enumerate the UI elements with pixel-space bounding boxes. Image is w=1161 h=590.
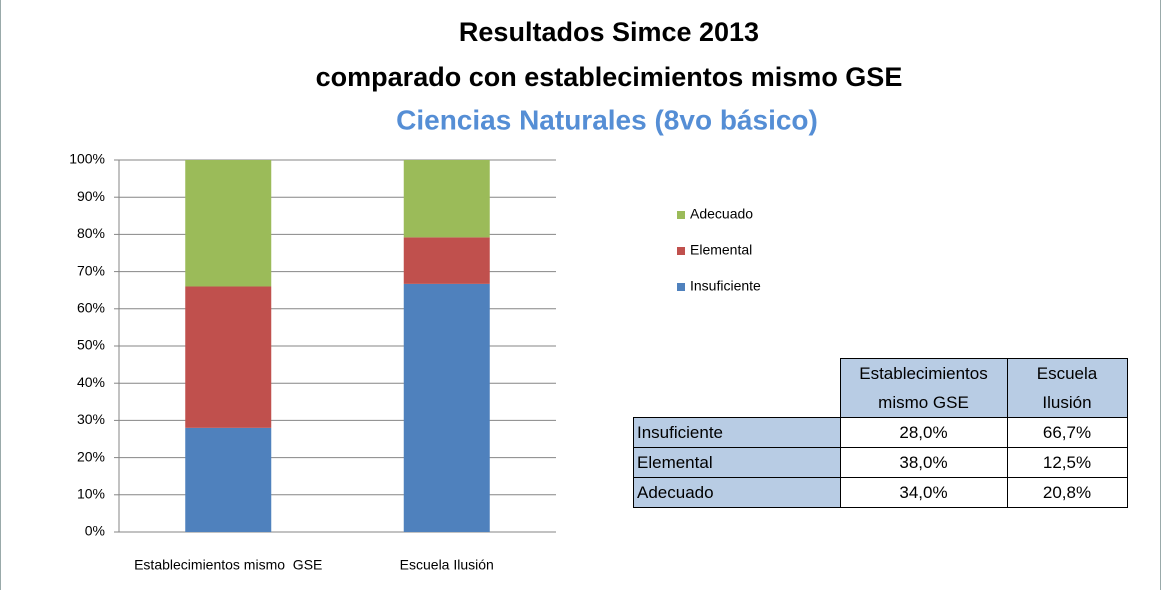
y-tick-label: 10% (77, 486, 105, 502)
legend-label: Elemental (690, 242, 752, 258)
table-header: Establecimientos mismo GSE Escuela Ilusió… (634, 358, 1128, 418)
y-tick-label: 60% (77, 300, 105, 316)
x-tick-label: Establecimientos mismo GSE (134, 557, 322, 573)
chart-title: comparado con establecimientos mismo GSE (316, 62, 903, 92)
row-label: Insuficiente (633, 417, 841, 448)
legend-swatch (677, 247, 685, 255)
bar-segment (185, 160, 272, 287)
table-cell: 12,5% (1006, 447, 1128, 478)
legend-label: Adecuado (690, 206, 753, 222)
row-label: Adecuado (633, 477, 841, 508)
y-tick-label: 80% (77, 225, 105, 241)
x-tick-label: Escuela Ilusión (400, 557, 494, 573)
y-tick-label: 90% (77, 188, 105, 204)
bar-segment (403, 237, 490, 284)
table-row: Elemental 38,0% 12,5% (633, 447, 1128, 478)
y-tick-label: 30% (77, 411, 105, 427)
legend-swatch (677, 211, 685, 219)
table-cell: 28,0% (839, 417, 1008, 448)
legend-label: Insuficiente (690, 278, 761, 294)
data-table: Establecimientos mismo GSE Escuela Ilusió… (633, 358, 1128, 508)
column-header: Escuela Ilusión (1006, 358, 1128, 418)
y-tick-label: 40% (77, 374, 105, 390)
chart-subtitle: Ciencias Naturales (8vo básico) (396, 104, 818, 135)
y-tick-label: 100% (69, 151, 105, 167)
bar-segment (403, 160, 490, 238)
y-tick-label: 20% (77, 448, 105, 464)
table-cell: 20,8% (1006, 477, 1128, 508)
table-row: Insuficiente 28,0% 66,7% (633, 417, 1128, 448)
row-label: Elemental (633, 447, 841, 478)
bar-segment (185, 286, 272, 428)
bar-segment (403, 283, 490, 532)
table-row: Adecuado 34,0% 20,8% (633, 477, 1128, 508)
y-tick-label: 50% (77, 337, 105, 353)
y-tick-label: 0% (85, 523, 105, 539)
table-cell: 66,7% (1006, 417, 1128, 448)
table-cell: 38,0% (839, 447, 1008, 478)
column-header: Establecimientos mismo GSE (839, 358, 1008, 418)
legend-swatch (677, 283, 685, 291)
table-cell: 34,0% (839, 477, 1008, 508)
y-tick-label: 70% (77, 262, 105, 278)
empty-cell (634, 359, 841, 418)
bar-segment (185, 427, 272, 532)
chart-title: Resultados Simce 2013 (459, 17, 759, 47)
